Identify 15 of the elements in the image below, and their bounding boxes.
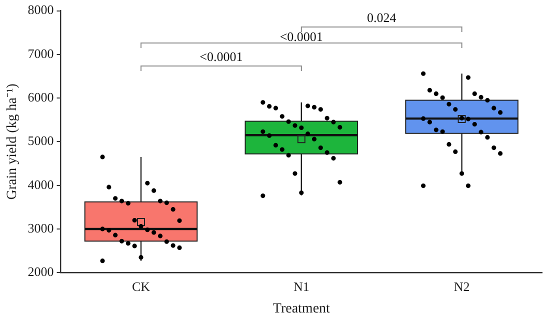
- annotation: <0.0001: [200, 48, 243, 64]
- x-tick-label: N2: [454, 278, 470, 294]
- y-tick-label: 3000: [28, 220, 54, 236]
- y-tick-label: 5000: [28, 133, 54, 148]
- y-tick-label: 7000: [28, 46, 54, 61]
- x-axis-title: Treatment: [272, 301, 330, 316]
- y-tick-label: 2000: [28, 264, 54, 280]
- y-tick-label: 6000: [28, 89, 54, 104]
- annotation: <0.0001: [280, 28, 323, 44]
- y-tick-label: 4000: [28, 176, 54, 192]
- x-tick-label: CK: [132, 278, 151, 294]
- x-tick-label: N1: [293, 278, 310, 294]
- y-axis-title: Grain yield (kg ha⁻¹): [5, 83, 20, 200]
- annotation: 0.024: [366, 10, 397, 25]
- y-tick-label: 8000: [28, 2, 54, 18]
